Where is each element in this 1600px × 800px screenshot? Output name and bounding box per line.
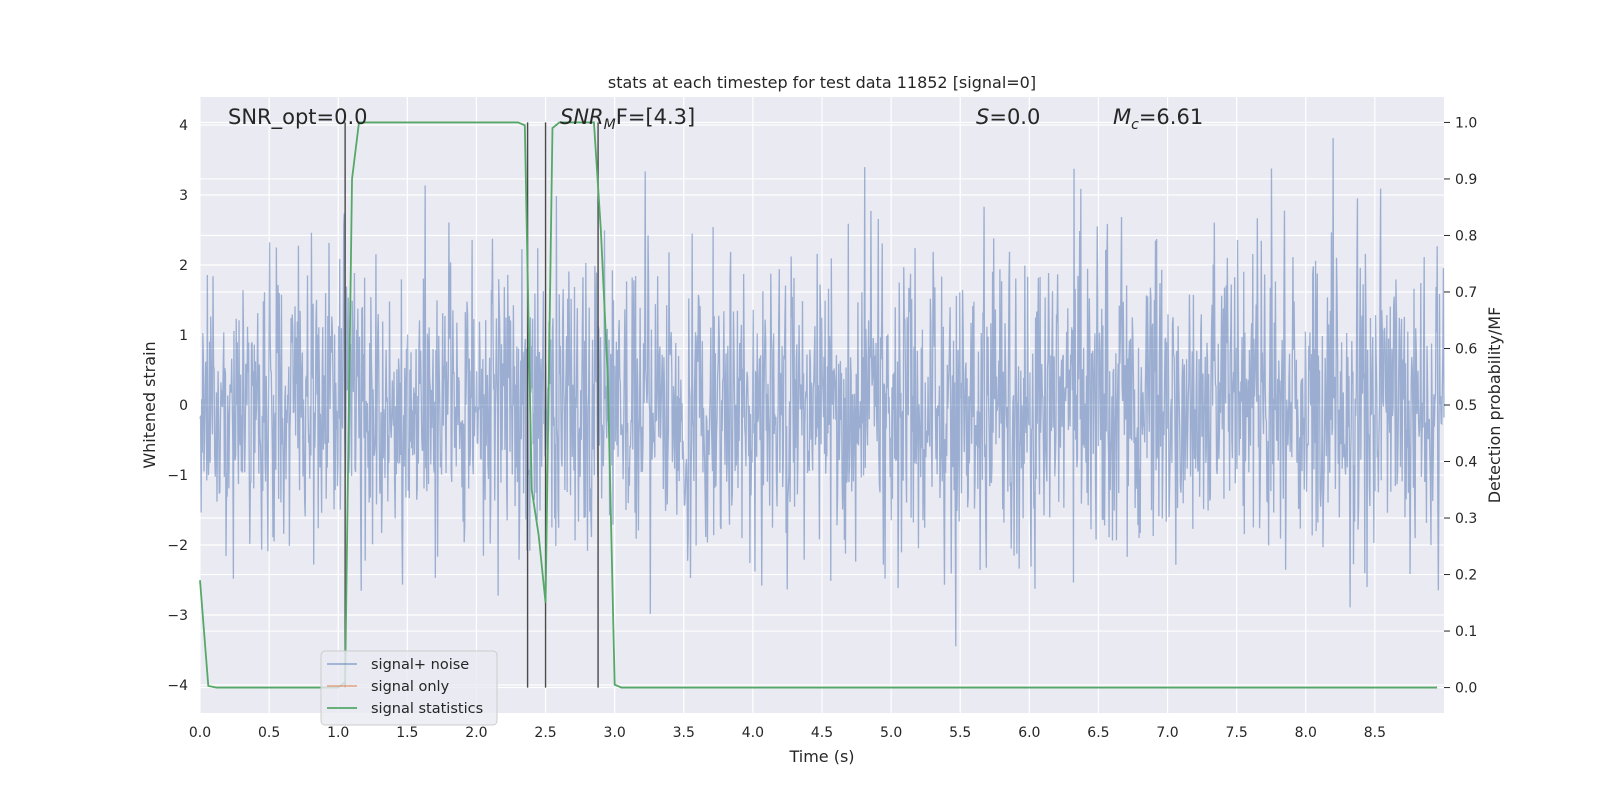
- y-tick-label: 4: [179, 118, 188, 134]
- y2-tick-label: 0.7: [1455, 285, 1477, 301]
- series-signal-plus-noise: [199, 138, 1445, 647]
- legend: signal+ noise signal only signal statist…: [320, 650, 498, 726]
- annotation-s-var: S: [976, 105, 989, 129]
- annotation-snr-mf: SNRMF=[4.3]: [560, 105, 695, 133]
- chart-title: stats at each timestep for test data 118…: [608, 73, 1036, 92]
- x-tick-label: 4.5: [811, 725, 833, 741]
- x-tick-label: 6.0: [1018, 725, 1040, 741]
- annotation-snr-mf-base: SNR: [560, 105, 604, 129]
- y-axis-label: Whitened strain: [140, 341, 159, 468]
- y-tick-label: 0: [179, 398, 188, 414]
- y2-tick-label: 0.9: [1455, 172, 1477, 188]
- x-tick-label: 8.0: [1295, 725, 1317, 741]
- y-tick-label: −3: [167, 608, 188, 624]
- x-tick-label: 4.0: [742, 725, 764, 741]
- y-tick-label: −2: [167, 538, 188, 554]
- x-tick-label: 0.0: [189, 725, 211, 741]
- x-tick-label: 0.5: [258, 725, 280, 741]
- x-tick-label: 2.0: [465, 725, 487, 741]
- tick-labels: 0.0 0.5 1.0 1.5 2.0 2.5 3.0 3.5 4.0 4.5 5.0 5.5 6.0 6…: [167, 115, 1477, 741]
- x-tick-label: 7.5: [1226, 725, 1248, 741]
- annotation-mc-var: M: [1113, 105, 1131, 129]
- y2-tick-label: 0.0: [1455, 681, 1477, 697]
- x-tick-label: 3.0: [604, 725, 626, 741]
- y2-tick-label: 0.5: [1455, 398, 1477, 414]
- x-tick-label: 6.5: [1087, 725, 1109, 741]
- annotation-s-rest: =0.0: [989, 105, 1040, 129]
- annotation-s: S=0.0: [976, 105, 1040, 129]
- annotation-mc-sub: c: [1131, 117, 1139, 133]
- y2-tick-label: 0.1: [1455, 624, 1477, 640]
- x-tick-label: 3.5: [673, 725, 695, 741]
- x-tick-label: 5.5: [949, 725, 971, 741]
- x-axis-label: Time (s): [788, 747, 854, 766]
- y-tick-label: −1: [167, 468, 188, 484]
- legend-label-signal-only: signal only: [371, 679, 450, 695]
- y-tick-label: 2: [179, 258, 188, 274]
- y2-tick-label: 0.4: [1455, 455, 1477, 471]
- legend-label-signal-statistics: signal statistics: [371, 701, 483, 717]
- annotation-snr-mf-rest: F=[4.3]: [616, 105, 695, 129]
- y2-tick-label: 1.0: [1455, 115, 1477, 131]
- x-tick-label: 7.0: [1156, 725, 1178, 741]
- annotation-snr-mf-sub: M: [604, 117, 616, 133]
- y2-tick-label: 0.6: [1455, 341, 1477, 357]
- y2-tick-label: 0.8: [1455, 228, 1477, 244]
- y2-tick-label: 0.3: [1455, 511, 1477, 527]
- y2-axis-label: Detection probability/MF: [1485, 307, 1504, 504]
- x-tick-label: 5.0: [880, 725, 902, 741]
- y-tick-label: 3: [179, 188, 188, 204]
- legend-box: [320, 650, 498, 726]
- y-tick-label: 1: [179, 328, 188, 344]
- annotation-snr-opt: SNR_opt=0.0: [228, 105, 368, 130]
- x-tick-label: 2.5: [534, 725, 556, 741]
- legend-label-signal-noise: signal+ noise: [371, 657, 469, 673]
- annotation-mc-rest: =6.61: [1139, 105, 1203, 129]
- strain-trace: [199, 138, 1445, 647]
- x-tick-label: 1.5: [396, 725, 418, 741]
- y-tick-label: −4: [167, 678, 188, 694]
- y2-tick-label: 0.2: [1455, 568, 1477, 584]
- x-tick-label: 1.0: [327, 725, 349, 741]
- x-tick-label: 8.5: [1364, 725, 1386, 741]
- annotation-mc: Mc=6.61: [1113, 105, 1203, 133]
